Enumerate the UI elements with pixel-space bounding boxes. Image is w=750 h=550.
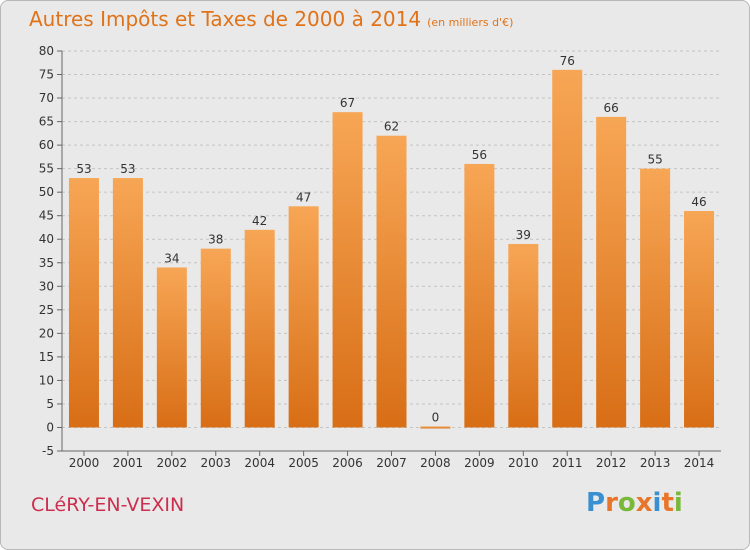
data-label-2012: 66 — [604, 101, 619, 115]
data-label-2000: 53 — [76, 162, 91, 176]
x-tick-label: 2014 — [684, 456, 715, 470]
bar-2002 — [156, 267, 187, 428]
x-tick-label: 2012 — [596, 456, 627, 470]
x-tick-label: 2010 — [508, 456, 539, 470]
y-tick-label: 40 — [39, 232, 54, 246]
bar-2005 — [288, 206, 319, 428]
y-tick-label: 25 — [39, 303, 54, 317]
bar-2000 — [68, 178, 99, 428]
bar-2014 — [684, 211, 715, 428]
chart-unit: (en milliers d'€) — [427, 16, 514, 29]
data-label-2003: 38 — [208, 233, 223, 247]
y-tick-label: 15 — [39, 350, 54, 364]
y-tick-label: 0 — [46, 420, 54, 434]
y-tick-label: 45 — [39, 209, 54, 223]
bar-2010 — [508, 243, 539, 428]
y-tick-label: 50 — [39, 185, 54, 199]
logo-letter: o — [617, 488, 636, 518]
logo-letter: x — [635, 488, 653, 518]
data-label-2009: 56 — [472, 148, 487, 162]
bar-2001 — [112, 178, 143, 428]
y-tick-label: 65 — [39, 115, 54, 129]
y-tick-label: 60 — [39, 138, 54, 152]
logo-letter: i — [673, 488, 683, 518]
bar-2008 — [420, 426, 451, 429]
bar-2007 — [376, 135, 407, 428]
x-tick-label: 2004 — [244, 456, 275, 470]
y-tick-label: 80 — [39, 44, 54, 58]
y-tick-label: 55 — [39, 162, 54, 176]
bar-2006 — [332, 112, 363, 428]
data-label-2013: 55 — [647, 153, 662, 167]
data-label-2001: 53 — [120, 162, 135, 176]
location-name: CLéRY-EN-VEXIN — [31, 494, 185, 516]
proxiti-logo: Proxiti — [586, 488, 683, 518]
data-label-2005: 47 — [296, 190, 311, 204]
chart-title: Autres Impôts et Taxes de 2000 à 2014 (en… — [29, 7, 513, 31]
chart-title-text: Autres Impôts et Taxes de 2000 à 2014 — [29, 7, 422, 31]
y-tick-label: 5 — [46, 397, 54, 411]
x-tick-label: 2013 — [640, 456, 671, 470]
data-label-2011: 76 — [560, 54, 575, 68]
y-tick-label: 35 — [39, 256, 54, 270]
logo-letter: P — [586, 488, 606, 518]
x-tick-label: 2000 — [69, 456, 100, 470]
x-tick-label: 2003 — [200, 456, 231, 470]
data-label-2006: 67 — [340, 96, 355, 110]
y-tick-label: 70 — [39, 91, 54, 105]
bar-2004 — [244, 229, 275, 428]
data-label-2007: 62 — [384, 120, 399, 134]
data-label-2014: 46 — [691, 195, 706, 209]
y-tick-label: 75 — [39, 68, 54, 82]
logo-letter: t — [661, 488, 674, 518]
bar-2011 — [552, 69, 583, 428]
data-label-2002: 34 — [164, 251, 179, 265]
x-tick-label: 2007 — [376, 456, 407, 470]
logo-letter: r — [605, 488, 618, 518]
bars: 53 53 34 38 42 47 67 62 0 56 39 76 66 55 46 — [68, 54, 715, 429]
y-tick-label: -5 — [42, 444, 54, 458]
data-label-2010: 39 — [516, 228, 531, 242]
data-label-2004: 42 — [252, 214, 267, 228]
x-tick-label: 2006 — [332, 456, 363, 470]
y-tick-label: 30 — [39, 279, 54, 293]
x-axis-labels: 2000 2001 2002 2003 2004 2005 2006 2007 2008 2009… — [69, 451, 715, 470]
bar-2013 — [640, 168, 671, 428]
bar-2012 — [596, 116, 627, 428]
y-tick-label: 20 — [39, 326, 54, 340]
bar-2009 — [464, 163, 495, 428]
x-tick-label: 2001 — [113, 456, 144, 470]
x-tick-label: 2005 — [288, 456, 319, 470]
x-tick-label: 2011 — [552, 456, 583, 470]
x-tick-label: 2009 — [464, 456, 495, 470]
bar-2003 — [200, 248, 231, 428]
data-label-2008: 0 — [432, 410, 440, 424]
x-tick-label: 2002 — [157, 456, 188, 470]
x-tick-label: 2008 — [420, 456, 451, 470]
y-tick-label: 10 — [39, 373, 54, 387]
logo-letter: i — [652, 488, 662, 518]
